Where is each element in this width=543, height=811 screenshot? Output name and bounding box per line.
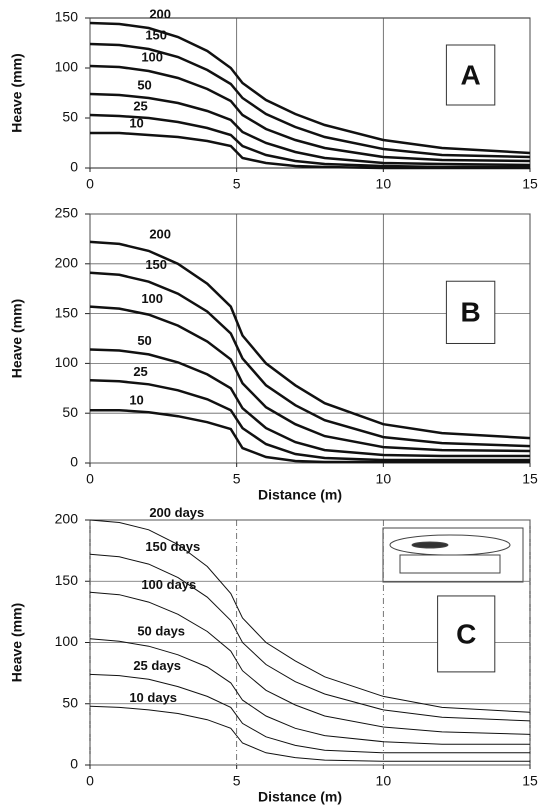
curve-label: 200	[149, 6, 171, 21]
curve-label: 100 days	[141, 577, 196, 592]
y-tick-label: 100	[55, 633, 79, 649]
curve-label: 25 days	[133, 658, 181, 673]
curve	[89, 42, 531, 159]
curve	[89, 64, 531, 163]
y-tick-label: 0	[70, 756, 78, 772]
curve-label: 10 days	[129, 690, 177, 705]
y-axis-title: Heave (mm)	[9, 53, 25, 132]
x-tick-label: 15	[522, 176, 538, 192]
curve	[90, 408, 530, 464]
curve-label: 100	[141, 49, 163, 64]
curve-label: 150	[145, 27, 167, 42]
y-tick-label: 50	[62, 404, 78, 420]
curve	[89, 113, 530, 169]
inset-sketch	[382, 527, 524, 583]
curve-label: 200	[149, 226, 171, 241]
curve	[89, 92, 531, 167]
x-axis-title: Distance (m)	[258, 789, 342, 805]
curve	[89, 271, 531, 448]
curve-label: 150	[145, 257, 167, 272]
curve-label: 25	[133, 364, 147, 379]
x-tick-label: 0	[86, 176, 94, 192]
curve	[90, 131, 530, 170]
x-tick-label: 0	[86, 773, 94, 789]
y-axis-title: Heave (mm)	[9, 299, 25, 378]
curve	[89, 348, 530, 458]
curve-label: 25	[133, 98, 147, 113]
curve	[89, 673, 530, 754]
y-tick-label: 250	[55, 205, 79, 221]
x-tick-label: 15	[522, 471, 538, 487]
curve-label: 10	[129, 115, 143, 130]
y-tick-label: 200	[55, 511, 79, 527]
curve-label: 200 days	[149, 505, 204, 520]
y-tick-label: 150	[55, 572, 79, 588]
curve-label: 150 days	[145, 539, 200, 554]
panel-letter: C	[456, 618, 476, 649]
curve-label: 50	[137, 333, 151, 348]
y-tick-label: 100	[55, 354, 79, 370]
x-tick-label: 10	[376, 773, 392, 789]
curve-label: 100	[141, 291, 163, 306]
y-tick-label: 150	[55, 304, 79, 320]
curve	[89, 240, 531, 440]
panel-box	[437, 595, 496, 673]
inset-ellipse	[389, 534, 511, 556]
x-tick-label: 5	[233, 773, 241, 789]
curve	[89, 305, 531, 453]
y-tick-label: 150	[55, 9, 79, 25]
y-tick-label: 200	[55, 255, 79, 271]
x-tick-label: 5	[233, 176, 241, 192]
curve	[89, 591, 531, 735]
inset-mark	[411, 541, 449, 549]
curve	[89, 519, 531, 713]
y-tick-label: 100	[55, 59, 79, 75]
x-tick-label: 0	[86, 471, 94, 487]
curve	[89, 705, 530, 762]
y-tick-label: 0	[70, 454, 78, 470]
x-tick-label: 10	[376, 471, 392, 487]
x-tick-label: 15	[522, 773, 538, 789]
y-axis-title: Heave (mm)	[9, 603, 25, 682]
y-tick-label: 50	[62, 694, 78, 710]
curve-label: 10	[129, 393, 143, 408]
panel-letter: B	[460, 297, 480, 328]
panel-box	[445, 44, 496, 106]
curve-label: 50 days	[137, 624, 185, 639]
x-axis-title: Distance (m)	[258, 487, 342, 503]
curve	[89, 21, 531, 155]
curve	[89, 553, 531, 722]
curve-label: 50	[137, 77, 151, 92]
y-tick-label: 0	[70, 159, 78, 175]
curve	[89, 379, 530, 462]
x-tick-label: 5	[233, 471, 241, 487]
inset-block	[399, 554, 501, 574]
panel-letter: A	[460, 59, 480, 90]
x-tick-label: 10	[376, 176, 392, 192]
panel-box	[445, 280, 496, 344]
y-tick-label: 50	[62, 109, 78, 125]
curve	[89, 638, 530, 745]
